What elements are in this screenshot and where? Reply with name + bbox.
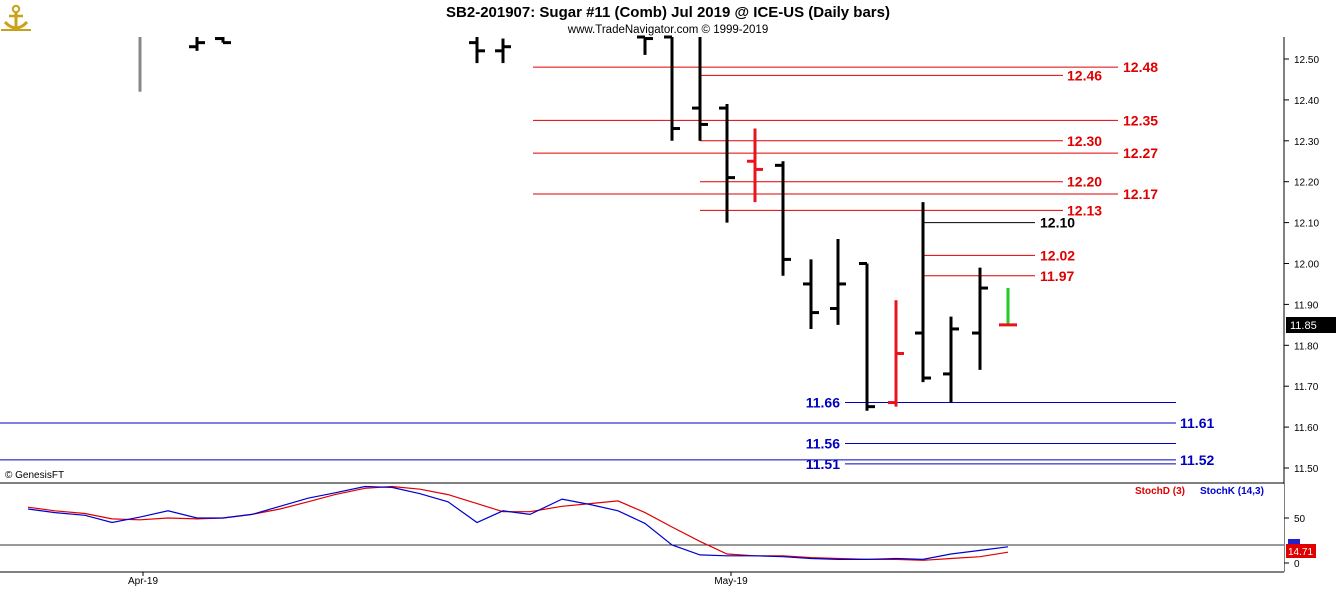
price-tick-label: 11.90 [1294,300,1319,311]
stochastic-lines [27,485,1009,561]
price-axis [1285,37,1336,483]
level-label: 12.48 [1123,59,1158,75]
ohlc-bar [664,35,680,141]
stoch-tick-label: 0 [1294,559,1300,570]
ohlc-bar [495,38,511,64]
ohlc-bar [637,35,653,55]
price-tick-label: 12.50 [1294,55,1319,66]
price-tick-label: 11.70 [1294,382,1319,393]
stochastic-last-value-marker: 14.71 [1286,539,1316,558]
stochastic-last-value: 14.71 [1288,547,1313,558]
x-label-apr: Apr-19 [128,576,158,587]
ohlc-bar [692,37,708,141]
level-label: 12.13 [1067,202,1102,218]
level-label: 12.20 [1067,174,1102,190]
price-tick-label: 12.30 [1294,137,1319,148]
ohlc-bar [999,288,1017,327]
ohlc-bar [469,37,485,64]
level-label: 11.66 [806,395,840,411]
stochastic-panel [0,484,1284,572]
price-bars [138,35,1017,411]
level-label: 11.56 [806,435,840,451]
ohlc-bar [972,267,988,370]
support-resistance-levels: 12.48 12.46 12.35 12.30 12.27 12.20 12.17 12.13… [0,59,1214,472]
ohlc-bar [888,300,904,407]
level-label: 12.27 [1123,145,1158,161]
level-label: 12.46 [1067,67,1102,83]
stoch-tick-label: 50 [1294,514,1306,525]
ohlc-bar [747,128,763,203]
ohlc-bar [719,103,735,223]
time-axis-labels: Apr-19 May-19 [128,572,748,587]
level-label: 11.97 [1040,268,1074,284]
last-price-marker: 11.85 [1286,317,1336,333]
ohlc-bar [189,37,205,51]
anchor-logo-icon[interactable] [1,4,31,31]
x-label-may: May-19 [714,576,748,587]
ohlc-bar [859,262,875,411]
ohlc-bar [215,37,231,45]
header: SB2-201907: Sugar #11 (Comb) Jul 2019 @ … [1,4,890,36]
stochastic-axis-ticks: 50 0 [1284,514,1306,570]
ohlc-bar [803,259,819,329]
price-panel [0,37,1284,483]
level-label: 12.35 [1123,112,1158,128]
price-tick-label: 12.40 [1294,96,1319,107]
chart-title: SB2-201907: Sugar #11 (Comb) Jul 2019 @ … [446,4,890,21]
last-price-label: 11.85 [1290,320,1317,332]
level-label: 12.10 [1040,215,1075,231]
stoch-k-line [27,485,1009,561]
level-label: 11.51 [806,456,840,472]
legend-stoch-d: StochD (3) [1135,486,1185,497]
price-tick-label: 12.20 [1294,178,1319,189]
level-label: 12.30 [1067,133,1102,149]
level-label: 12.17 [1123,186,1158,202]
price-tick-label: 11.50 [1294,464,1319,475]
ohlc-bar [775,161,791,276]
level-label: 11.52 [1180,452,1214,468]
ohlc-bar [830,238,846,325]
price-tick-label: 12.00 [1294,260,1319,271]
chart-subtitle: www.TradeNavigator.com © 1999-2019 [567,24,768,36]
price-tick-label: 11.80 [1294,341,1319,352]
stoch-d-line [27,485,1009,561]
price-axis-ticks: 12.50 12.40 12.30 12.20 12.10 12.00 11.90 11.80… [1284,55,1319,475]
ohlc-bar [915,202,931,383]
level-label: 12.02 [1040,247,1075,263]
price-tick-label: 11.60 [1294,423,1319,434]
stochastic-legend: StochD (3) StochK (14,3) [1135,486,1264,497]
watermark: © GenesisFT [5,470,64,481]
level-label: 11.61 [1180,415,1214,431]
legend-stoch-k: StochK (14,3) [1200,486,1264,497]
ohlc-bar [943,316,959,403]
time-axis [0,572,1336,591]
price-tick-label: 12.10 [1294,219,1319,230]
